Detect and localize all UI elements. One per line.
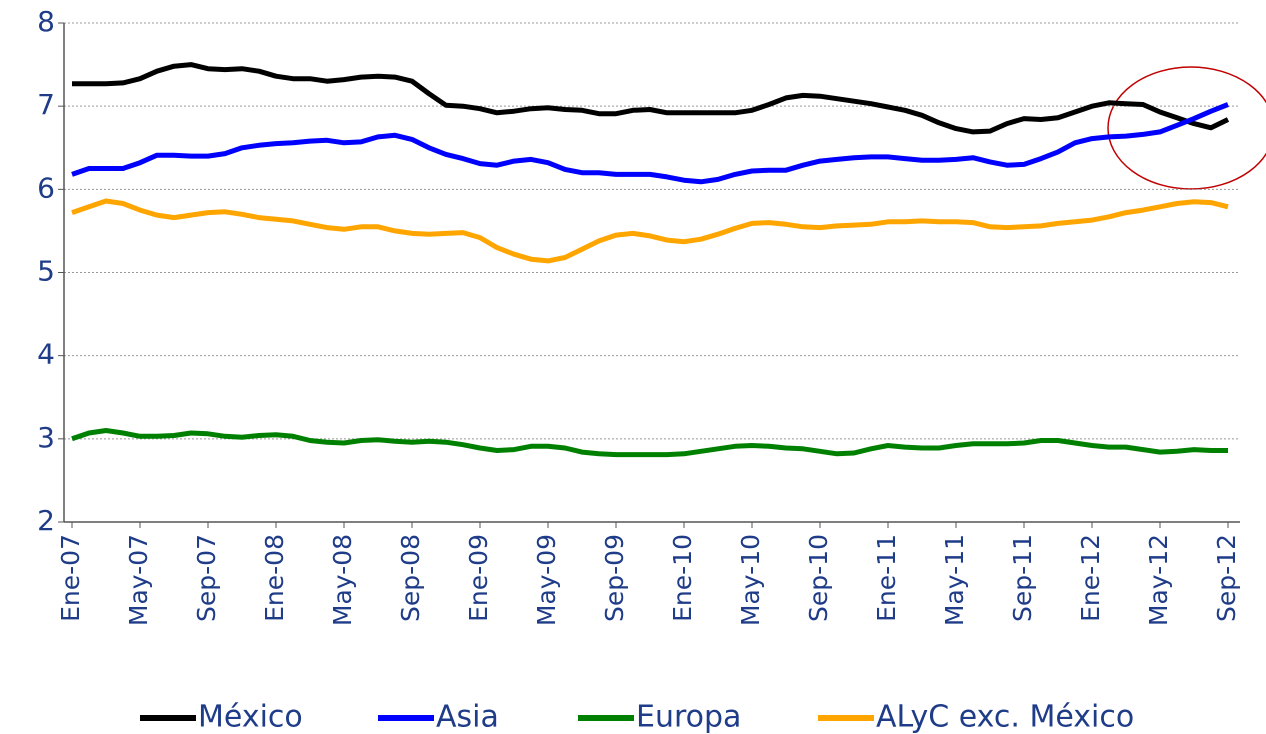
y-tick-label: 8	[37, 5, 55, 38]
x-tick-label: Ene-12	[1076, 534, 1105, 622]
x-tick-label: Sep-10	[804, 534, 833, 622]
x-tick-label: May-12	[1144, 534, 1173, 626]
x-tick-label: Ene-11	[872, 534, 901, 622]
x-tick-label: May-07	[124, 534, 153, 626]
x-tick-label: May-08	[328, 534, 357, 626]
x-tick-label: May-10	[736, 534, 765, 626]
x-tick-label: Sep-11	[1008, 534, 1037, 622]
legend-label: Asia	[436, 700, 499, 734]
x-tick-label: Ene-09	[464, 534, 493, 622]
x-tick-label: May-09	[532, 534, 561, 626]
x-tick-label: Sep-09	[600, 534, 629, 622]
x-tick-label: Sep-07	[192, 534, 221, 622]
y-tick-label: 4	[37, 338, 55, 371]
y-tick-label: 6	[37, 171, 55, 204]
legend-label: ALyC exc. México	[876, 700, 1134, 734]
x-tick-label: Sep-12	[1212, 534, 1241, 622]
x-tick-label: May-11	[940, 534, 969, 626]
y-tick-label: 7	[37, 88, 55, 121]
highlight-ellipse	[1107, 66, 1266, 190]
y-tick-label: 2	[37, 504, 55, 537]
series-line	[71, 198, 1229, 264]
series-line	[71, 102, 1229, 185]
y-tick-label: 5	[37, 255, 55, 288]
x-tick-label: Ene-07	[56, 534, 85, 622]
y-tick-label: 3	[37, 421, 55, 454]
x-tick-label: Sep-08	[396, 534, 425, 622]
x-tick-label: Ene-08	[260, 534, 289, 622]
series-line	[71, 428, 1228, 458]
legend-label: México	[198, 700, 303, 734]
series-line	[72, 62, 1230, 135]
legend-label: Europa	[636, 700, 741, 734]
x-tick-label: Ene-10	[668, 534, 697, 622]
